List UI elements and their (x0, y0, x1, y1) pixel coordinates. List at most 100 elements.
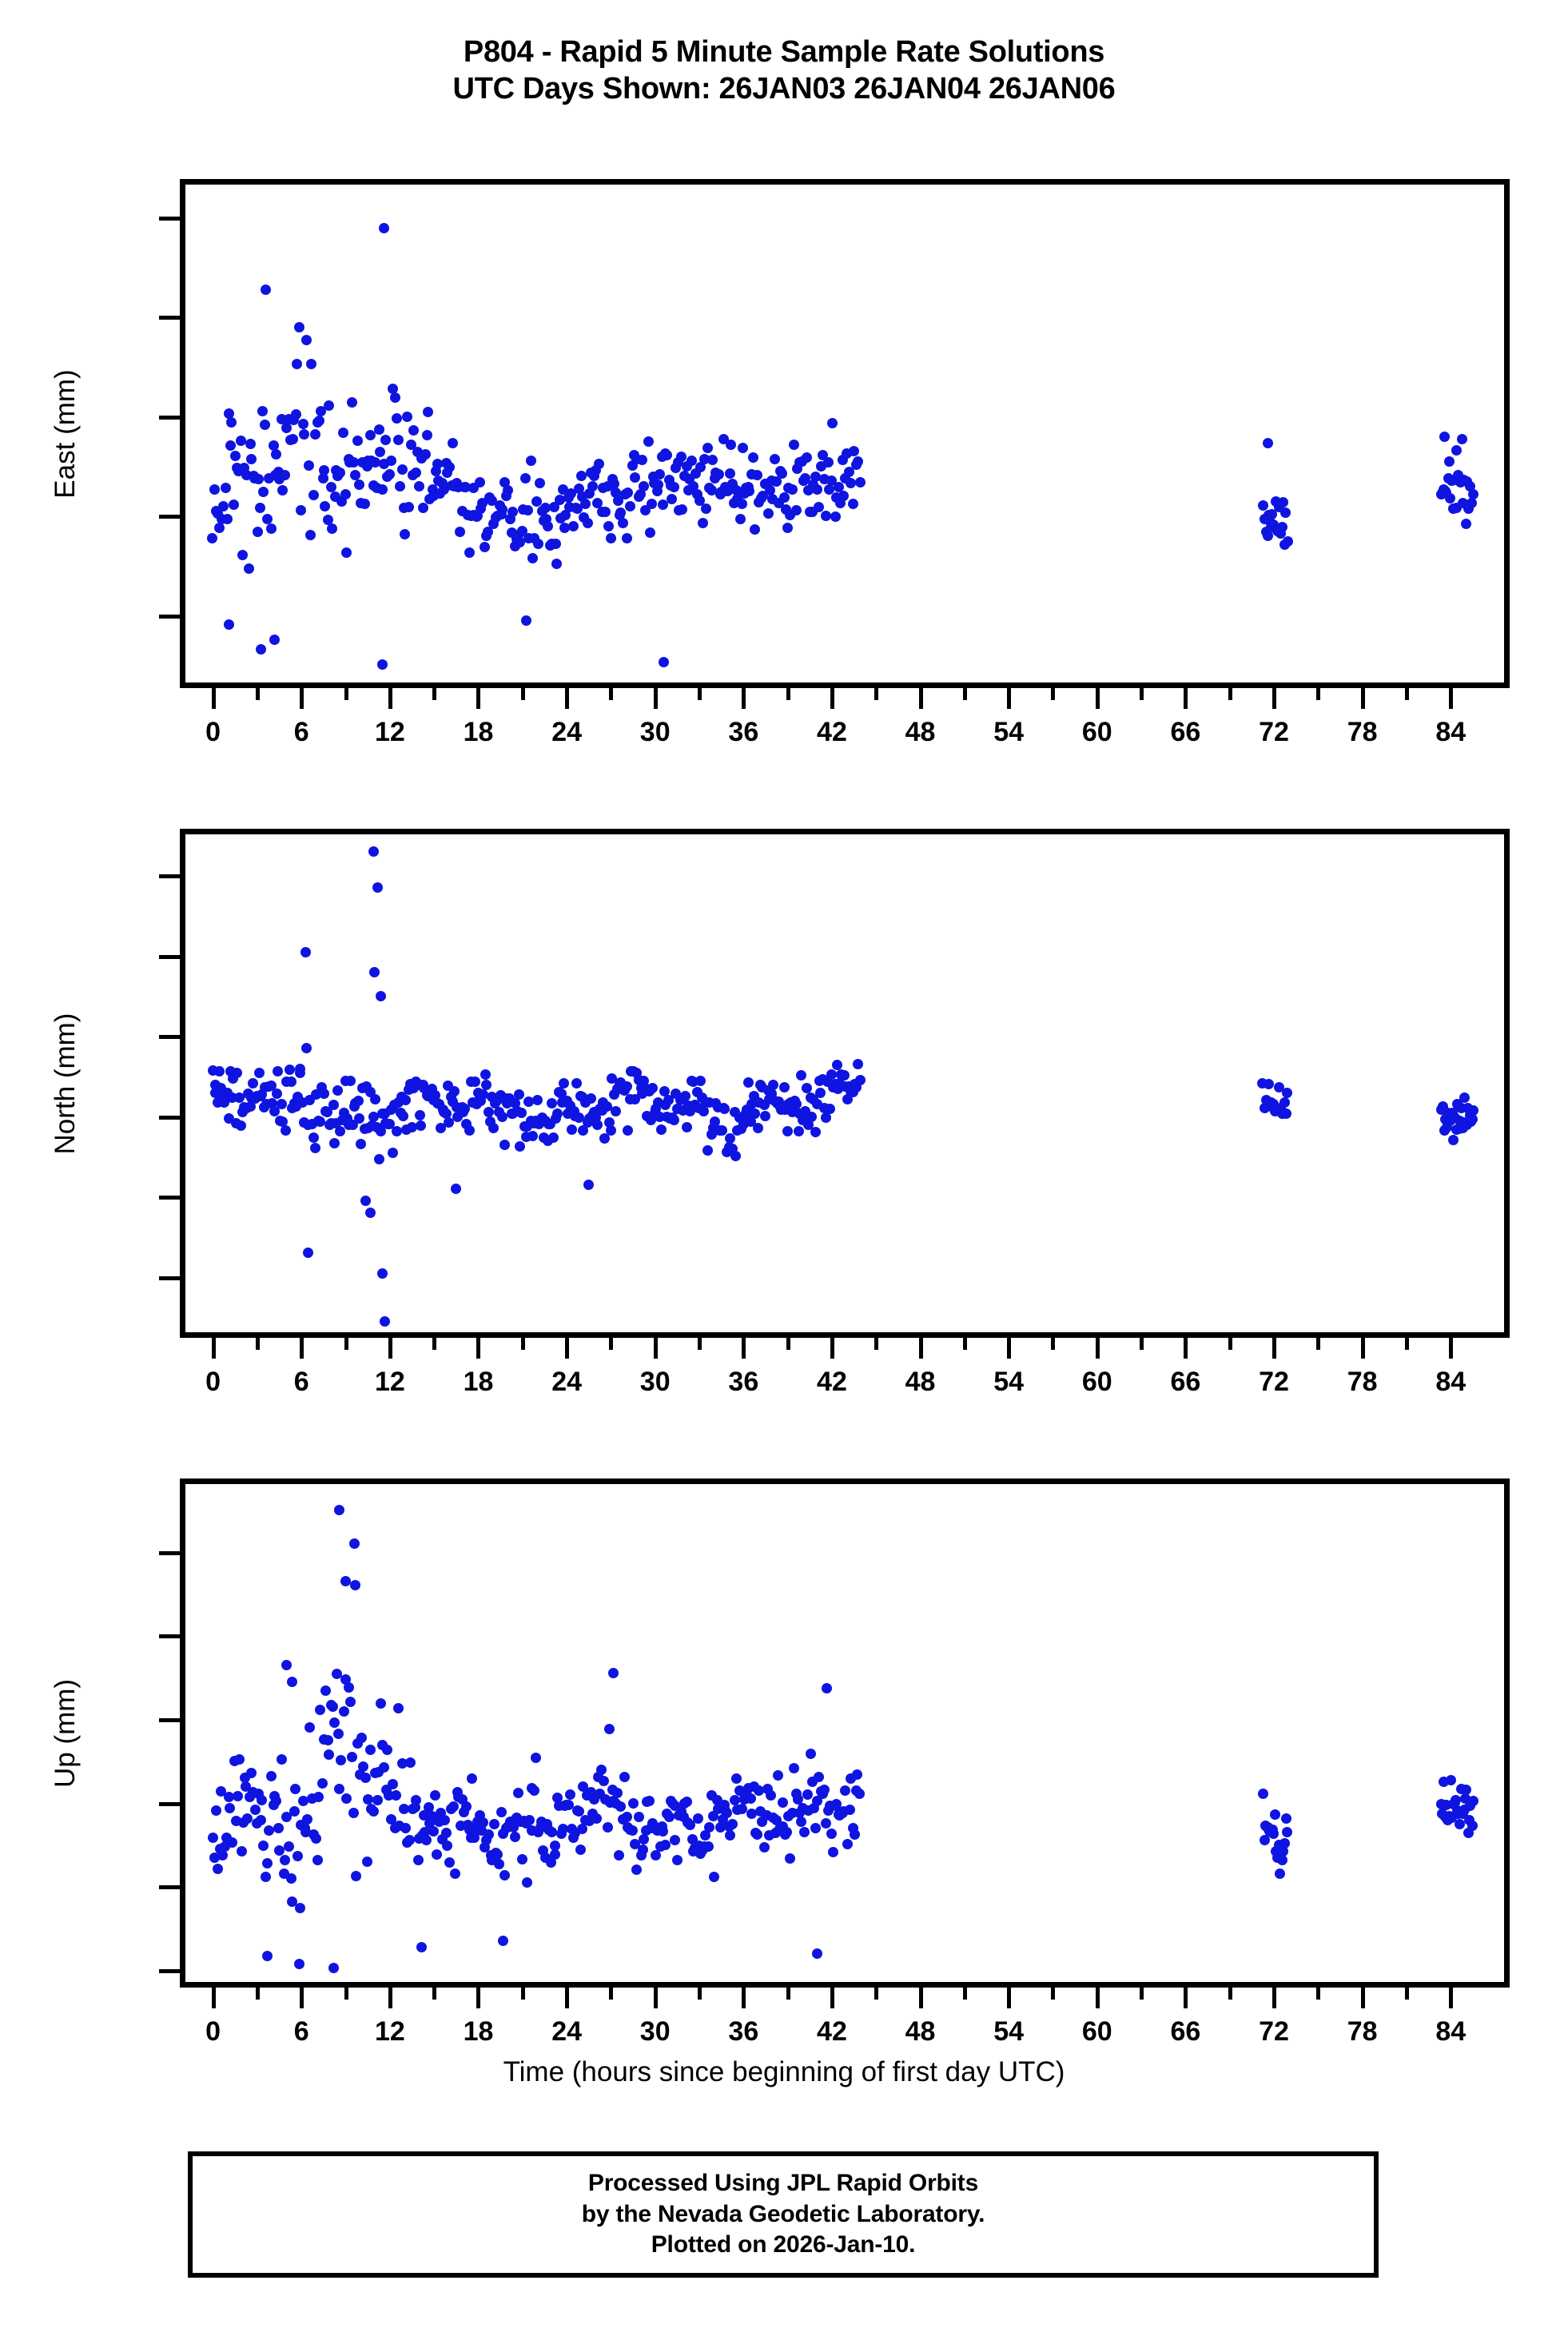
data-point (496, 503, 507, 515)
x-tick-label-up-66: 66 (1170, 2016, 1201, 2047)
x-tick-label-north-6: 6 (293, 1367, 309, 1397)
x-major-tick-east (1449, 688, 1454, 709)
x-tick-label-east-48: 48 (905, 717, 936, 747)
y-tick-north-20 (159, 874, 180, 879)
data-point (623, 1124, 634, 1136)
data-point (722, 1808, 733, 1819)
x-major-tick-north (1360, 1338, 1365, 1359)
x-minor-tick-north (520, 1338, 525, 1350)
data-point (412, 1855, 424, 1866)
x-tick-label-up-84: 84 (1435, 2016, 1467, 2047)
data-point (849, 1829, 860, 1841)
data-point (375, 990, 386, 1001)
data-point (287, 434, 298, 445)
data-point (267, 1098, 278, 1109)
data-point (802, 1082, 813, 1093)
data-point (331, 1669, 342, 1680)
data-point (550, 539, 561, 550)
data-point (234, 1092, 245, 1103)
data-point (391, 1125, 402, 1136)
x-minor-tick-up (1316, 1988, 1321, 2000)
data-point (414, 1109, 425, 1120)
data-point (341, 1793, 352, 1804)
x-minor-tick-east (609, 688, 614, 700)
data-point (852, 1769, 863, 1780)
data-point (799, 1826, 810, 1837)
data-point (762, 508, 774, 519)
data-point (764, 485, 775, 496)
data-point (229, 499, 240, 511)
data-point (671, 1854, 683, 1865)
data-point (559, 1078, 570, 1089)
data-point (320, 501, 331, 512)
data-point (294, 1902, 305, 1913)
data-point (704, 1822, 715, 1833)
data-point (494, 1859, 505, 1870)
data-point (750, 523, 761, 535)
data-point (368, 1805, 379, 1817)
x-major-tick-north (1095, 1338, 1100, 1359)
data-point (587, 480, 599, 491)
x-major-tick-east (1360, 688, 1365, 709)
data-point (273, 1823, 284, 1834)
y-axis-title-up: Up (mm) (50, 1678, 81, 1788)
data-point (303, 1248, 314, 1259)
data-point (848, 498, 859, 509)
data-point (685, 1820, 696, 1831)
data-point (223, 1792, 234, 1803)
data-point (547, 1097, 558, 1108)
x-tick-label-east-54: 54 (993, 717, 1025, 747)
data-point (269, 635, 281, 646)
data-point (656, 1124, 667, 1136)
data-point (627, 1825, 638, 1837)
data-point (378, 1762, 389, 1773)
data-point (557, 484, 568, 495)
data-point (801, 452, 812, 463)
data-point (1279, 507, 1291, 519)
data-point (1267, 509, 1278, 520)
data-point (792, 1793, 803, 1805)
data-point (372, 1795, 383, 1806)
data-point (802, 1119, 814, 1130)
x-major-tick-east (1272, 688, 1277, 709)
data-point (499, 476, 510, 488)
data-point (787, 484, 798, 495)
data-point (360, 1196, 372, 1207)
x-tick-label-east-12: 12 (374, 717, 405, 747)
x-tick-label-east-6: 6 (293, 717, 309, 747)
data-point (697, 517, 708, 528)
data-point (329, 1717, 340, 1728)
data-point (694, 495, 705, 506)
x-major-tick-east (653, 688, 658, 709)
data-point (730, 1794, 740, 1805)
data-point (619, 1772, 630, 1783)
data-point (608, 1668, 619, 1679)
data-point (736, 499, 747, 510)
data-point (1262, 530, 1273, 541)
x-tick-label-up-24: 24 (551, 2016, 583, 2047)
data-point (376, 1268, 388, 1279)
data-point (294, 1959, 305, 1970)
x-tick-label-north-12: 12 (374, 1367, 405, 1397)
data-point (308, 490, 319, 501)
data-point (374, 1154, 385, 1165)
data-point (354, 479, 365, 490)
data-point (824, 484, 834, 495)
data-point (377, 484, 388, 495)
data-point (560, 510, 571, 521)
data-point (1276, 1854, 1287, 1865)
x-tick-label-east-72: 72 (1259, 717, 1289, 747)
data-point (628, 1798, 639, 1809)
data-point (343, 1681, 354, 1693)
data-point (329, 1138, 340, 1149)
data-point (1451, 1794, 1462, 1805)
data-point (611, 1788, 623, 1799)
x-minor-tick-up (1140, 1988, 1144, 2000)
data-point (611, 1105, 622, 1116)
data-point (310, 1833, 321, 1844)
data-point (1467, 1821, 1478, 1832)
data-point (1447, 1135, 1459, 1146)
data-point (309, 1143, 320, 1154)
data-point (268, 440, 279, 452)
x-minor-tick-east (786, 688, 790, 700)
